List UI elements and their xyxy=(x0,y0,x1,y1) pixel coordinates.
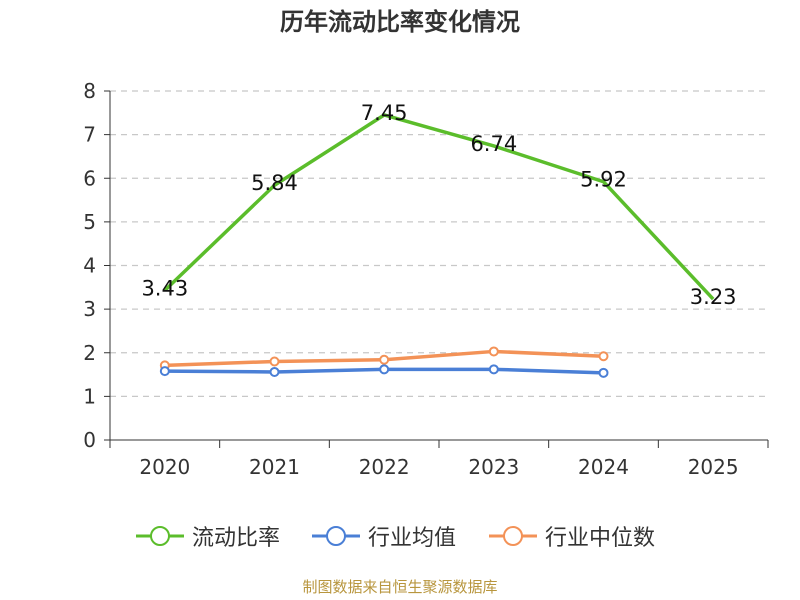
data-label: 5.84 xyxy=(251,171,298,195)
y-tick-label: 5 xyxy=(83,210,96,234)
x-tick-label: 2022 xyxy=(359,455,410,479)
y-tick-label: 8 xyxy=(83,79,96,103)
y-tick-label: 3 xyxy=(83,297,96,321)
legend-label: 流动比率 xyxy=(192,526,281,551)
legend-swatch-icon xyxy=(312,526,360,546)
data-label: 6.74 xyxy=(470,132,517,156)
legend-marker xyxy=(503,526,523,546)
data-point xyxy=(379,364,390,375)
legend-label: 行业均值 xyxy=(368,526,457,551)
y-tick-label: 1 xyxy=(83,384,96,408)
y-tick-label: 0 xyxy=(83,428,96,452)
data-label: 7.45 xyxy=(361,101,408,125)
y-tick-label: 6 xyxy=(83,166,96,190)
legend: 流动比率 行业均值 行业中位数 xyxy=(0,518,800,554)
data-point xyxy=(269,366,280,377)
legend-marker xyxy=(150,526,170,546)
legend-label: 行业中位数 xyxy=(545,526,656,551)
data-point xyxy=(488,364,499,375)
legend-marker xyxy=(326,526,346,546)
data-label: 3.23 xyxy=(690,285,737,309)
legend-item[interactable]: 行业中位数 xyxy=(489,518,655,554)
x-tick-label: 2025 xyxy=(688,455,739,479)
data-label: 3.43 xyxy=(141,276,188,300)
chart-title: 历年流动比率变化情况 xyxy=(280,8,520,36)
data-point xyxy=(598,351,609,362)
y-tick-label: 7 xyxy=(83,123,96,147)
data-point xyxy=(488,346,499,357)
legend-item[interactable]: 行业均值 xyxy=(312,518,456,554)
legend-item[interactable]: 流动比率 xyxy=(136,518,280,554)
x-tick-label: 2023 xyxy=(468,455,519,479)
series-line xyxy=(163,113,715,301)
legend-swatch-icon xyxy=(136,526,184,546)
source-note: 制图数据来自恒生聚源数据库 xyxy=(302,578,498,596)
x-tick-label: 2021 xyxy=(249,455,300,479)
data-point xyxy=(379,354,390,365)
x-tick-label: 2024 xyxy=(578,455,629,479)
y-tick-label: 4 xyxy=(83,254,96,278)
data-point xyxy=(598,367,609,378)
data-point xyxy=(269,356,280,367)
legend-swatch-icon xyxy=(489,526,537,546)
data-point xyxy=(159,366,170,377)
data-label: 5.92 xyxy=(580,168,627,192)
x-tick-label: 2020 xyxy=(139,455,190,479)
y-tick-label: 2 xyxy=(83,341,96,365)
